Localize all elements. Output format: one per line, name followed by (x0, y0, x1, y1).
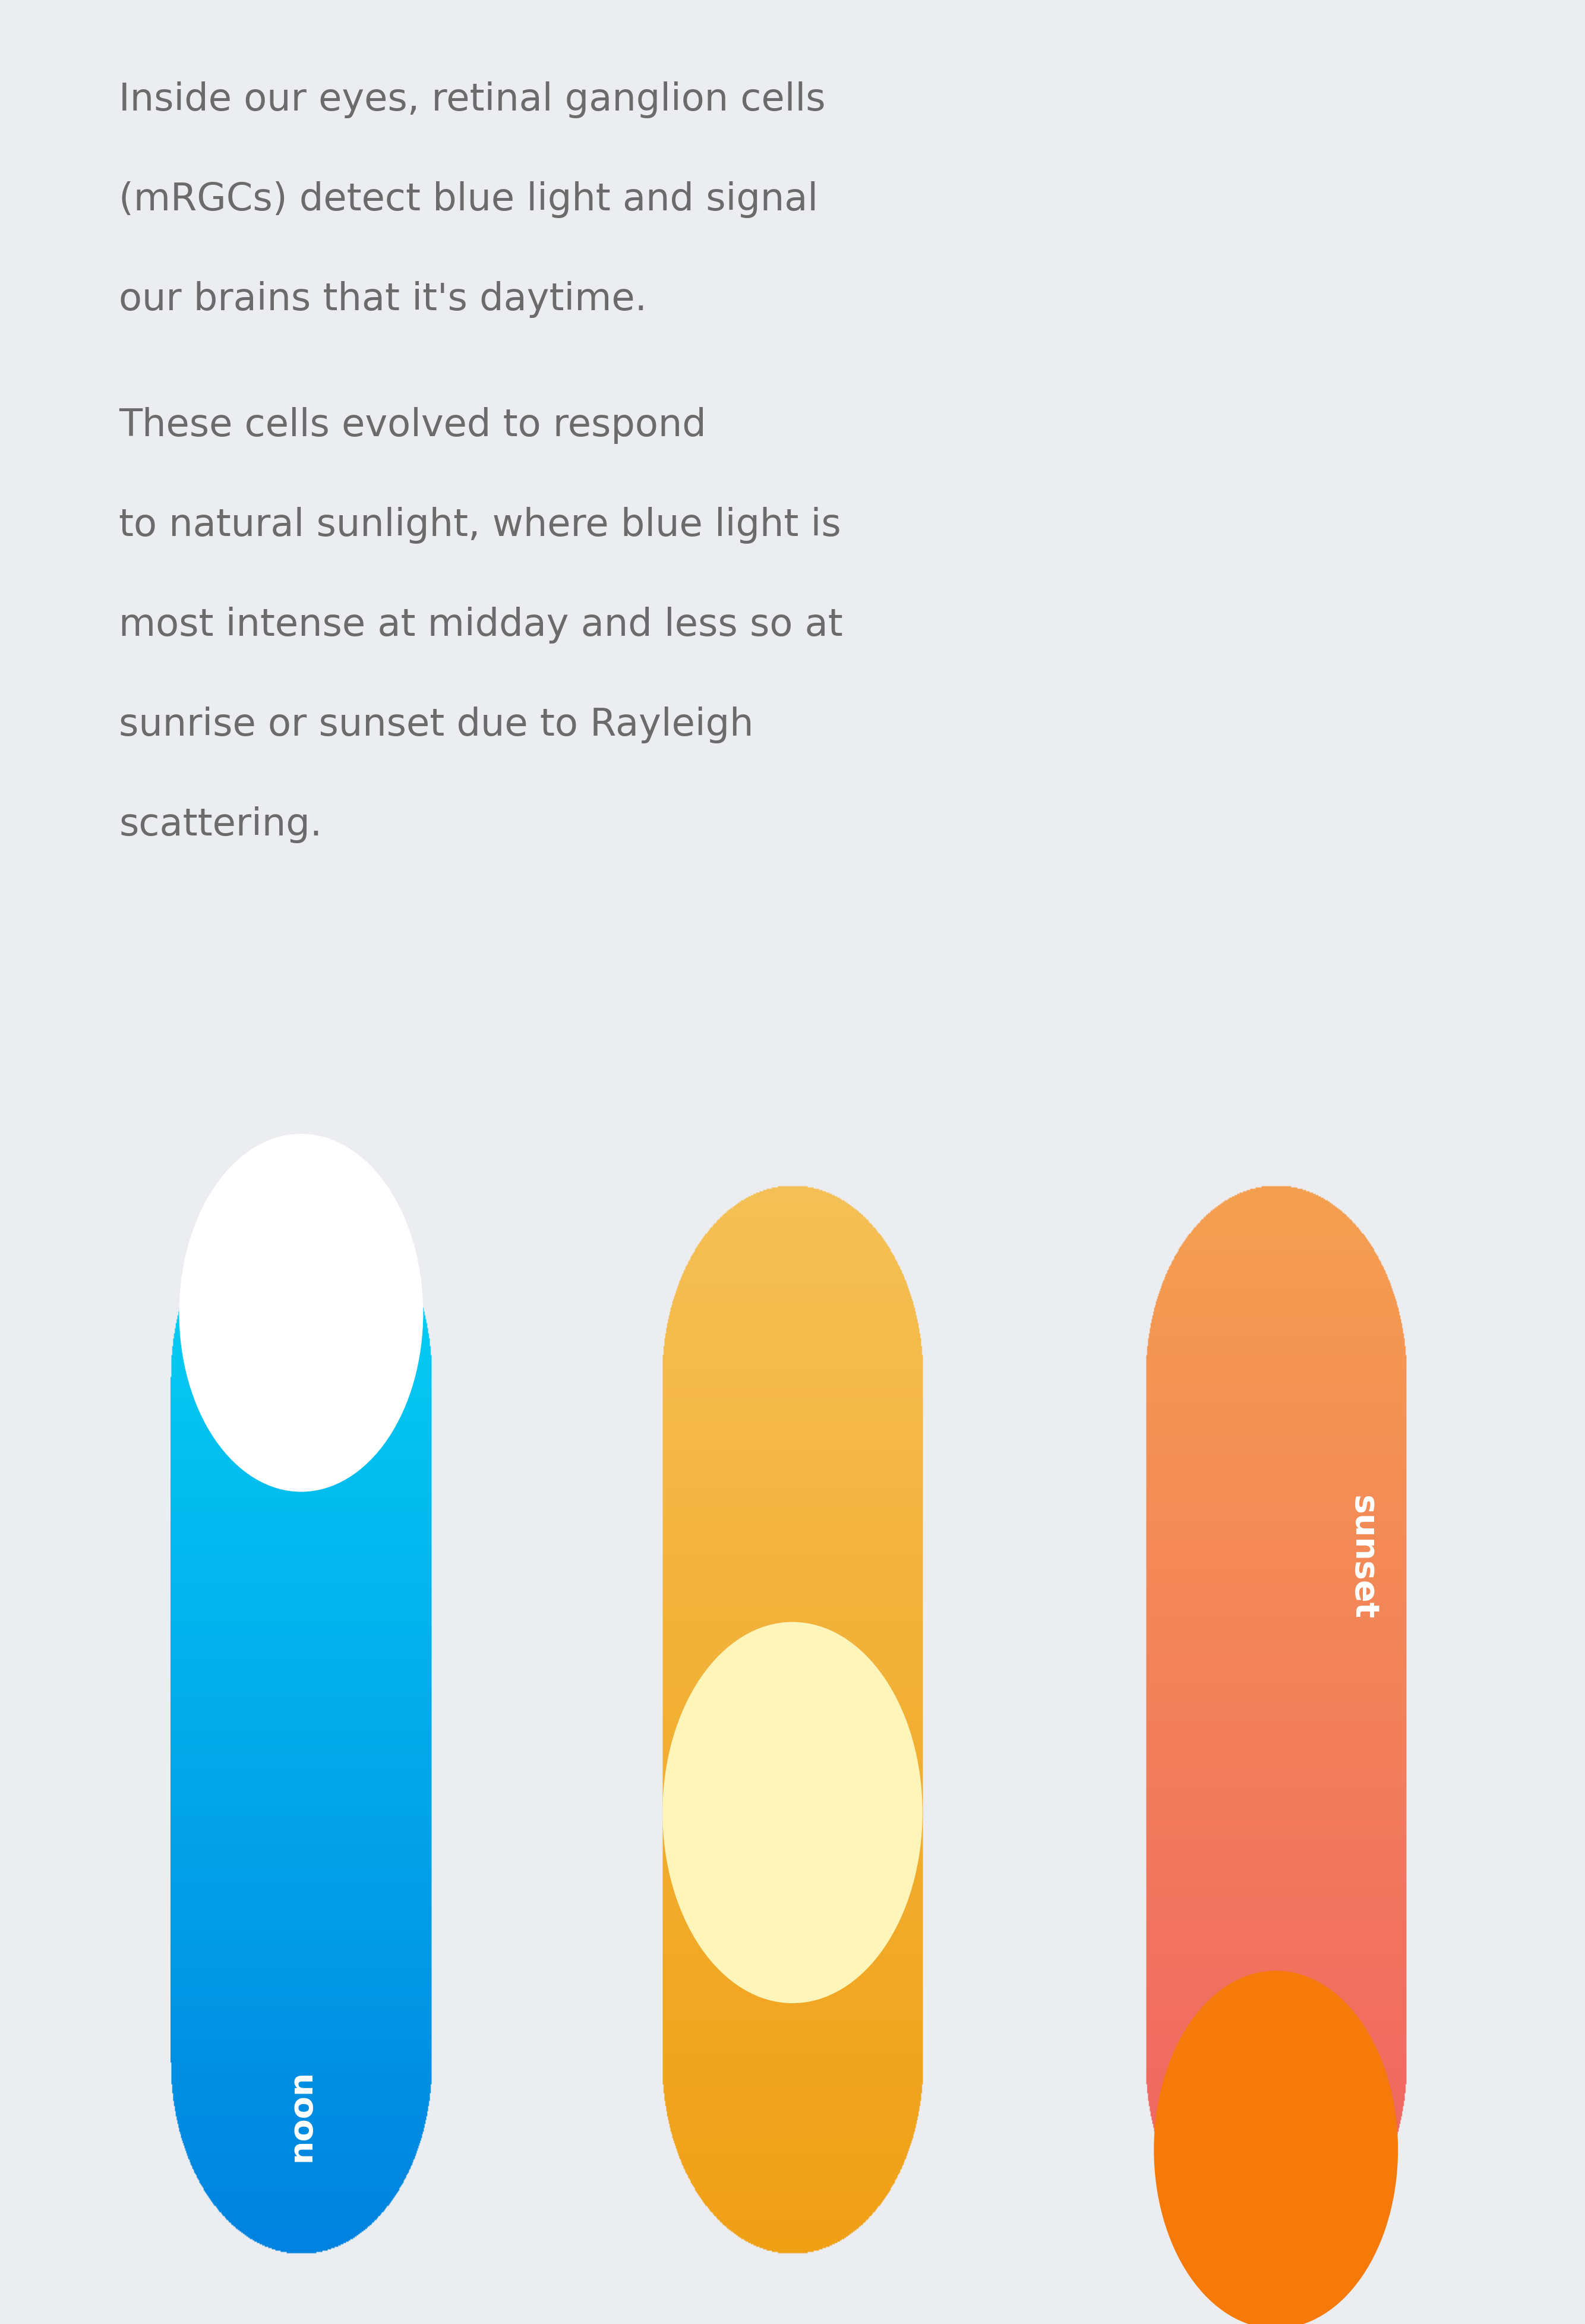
Text: our brains that it's daytime.: our brains that it's daytime. (119, 281, 647, 318)
Text: to natural sunlight, where blue light is: to natural sunlight, where blue light is (119, 507, 842, 544)
Text: Inside our eyes, retinal ganglion cells: Inside our eyes, retinal ganglion cells (119, 81, 826, 119)
Text: scattering.: scattering. (119, 806, 322, 844)
Text: (mRGCs) detect blue light and signal: (mRGCs) detect blue light and signal (119, 181, 818, 218)
Circle shape (1154, 1971, 1398, 2324)
Text: sunrise or sunset due to Rayleigh: sunrise or sunset due to Rayleigh (119, 706, 753, 744)
Text: sunset: sunset (1347, 1494, 1379, 1620)
Text: These cells evolved to respond: These cells evolved to respond (119, 407, 707, 444)
Text: noon: noon (285, 2068, 317, 2161)
Circle shape (663, 1622, 922, 2003)
Circle shape (179, 1134, 423, 1492)
Text: most intense at midday and less so at: most intense at midday and less so at (119, 607, 843, 644)
